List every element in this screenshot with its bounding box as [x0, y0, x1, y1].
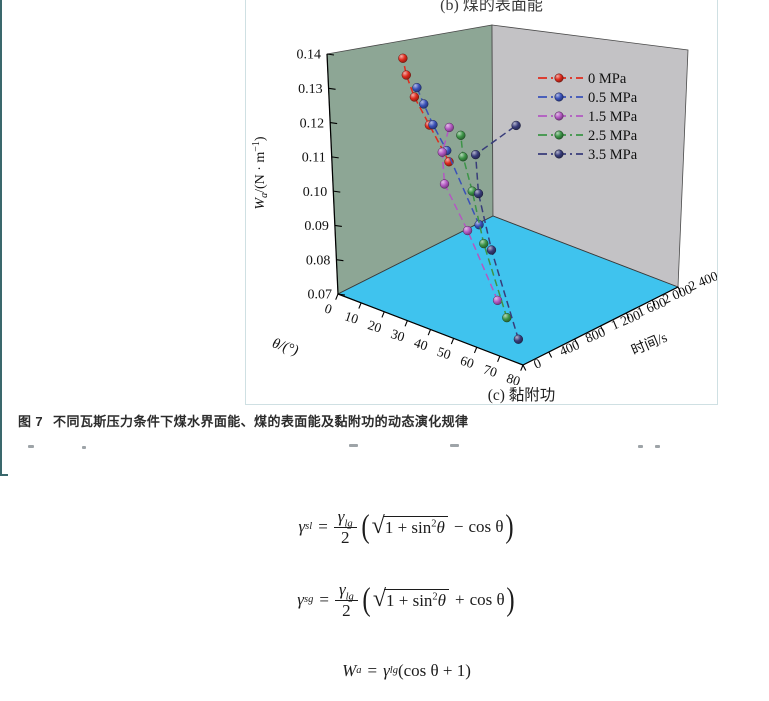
svg-text:10: 10 [343, 308, 361, 327]
svg-text:70: 70 [482, 362, 500, 381]
data-point [439, 179, 450, 189]
svg-text:θ/(°): θ/(°) [270, 335, 300, 358]
svg-text:400: 400 [557, 337, 582, 359]
figure-number: 图 7 [18, 414, 44, 429]
svg-text:0.11: 0.11 [302, 151, 326, 166]
svg-text:0.13: 0.13 [298, 82, 323, 97]
legend-marker [554, 149, 564, 159]
legend-marker [554, 111, 564, 121]
data-point [492, 295, 503, 306]
legend-label: 3.5 MPa [588, 147, 638, 163]
svg-text:0.10: 0.10 [303, 185, 328, 200]
series-2.5-MPa [456, 130, 512, 323]
radical-sign: √ [371, 513, 385, 540]
radical: √ 1 + sin2θ [371, 513, 448, 540]
svg-text:2 400: 2 400 [686, 268, 717, 294]
svg-text:时间/s: 时间/s [629, 330, 670, 359]
clipped-line-fragment [349, 444, 358, 447]
data-point [398, 53, 408, 63]
fraction: γlg 2 [333, 507, 357, 547]
data-point [456, 130, 466, 140]
series-0.5-MPa [412, 82, 484, 230]
legend: 0 MPa 0.5 MPa 1.5 MPa 2.5 MPa 3.5 MPa [538, 71, 638, 163]
clipped-line-fragment [450, 444, 459, 447]
data-point [486, 245, 497, 255]
data-point [470, 149, 481, 160]
equation-gamma-sl: γ sl = γlg 2 ( √ 1 + sin2θ − cos θ ) [298, 507, 514, 547]
data-point [419, 99, 429, 109]
eq-lhs: γ [297, 590, 304, 610]
data-point [462, 225, 473, 236]
data-point [437, 147, 447, 157]
svg-text:0.14: 0.14 [297, 48, 322, 63]
z-axis-ticks: 0.07 0.08 0.09 0.10 0.11 0.12 0.13 0.14 [297, 48, 346, 303]
data-point [401, 70, 411, 80]
eq-lhs: W [342, 661, 357, 680]
svg-text:0.08: 0.08 [306, 253, 331, 268]
data-point [412, 82, 422, 93]
fraction: γlg 2 [334, 580, 358, 620]
figure-caption-text: 不同瓦斯压力条件下煤水界面能、煤的表面能及黏附功的动态演化规律 [53, 414, 469, 429]
legend-label: 0 MPa [588, 71, 627, 87]
data-point [473, 188, 484, 199]
clipped-line-fragment [638, 445, 643, 448]
data-point [479, 238, 489, 249]
data-point [428, 120, 438, 130]
svg-text:40: 40 [412, 335, 430, 354]
series-1.5-MPa [437, 122, 503, 306]
data-point [513, 334, 524, 344]
clipped-line-fragment [28, 445, 34, 448]
legend-label: 1.5 MPa [588, 109, 638, 125]
figure-caption: 图 7 不同瓦斯压力条件下煤水界面能、煤的表面能及黏附功的动态演化规律 [18, 411, 758, 430]
svg-text:0: 0 [531, 355, 543, 372]
radical: √ 1 + sin2θ [372, 586, 450, 613]
eq-lhs: γ [298, 517, 306, 537]
svg-text:60: 60 [458, 353, 476, 372]
legend-label: 0.5 MPa [588, 90, 638, 106]
svg-text:0.12: 0.12 [300, 116, 325, 131]
theta-axis-ticks: 0 10 20 30 40 50 60 70 80 [323, 293, 524, 385]
subfigure-c-caption: (c) 黏附功 [487, 387, 556, 404]
left-margin-rule-foot [0, 474, 8, 476]
svg-text:20: 20 [366, 317, 384, 336]
equation-gamma-sg: γ sg = γlg 2 ( √ 1 + sin2θ + cos θ ) [297, 580, 515, 620]
svg-text:800: 800 [583, 324, 608, 346]
series-3.5-MPa [470, 120, 524, 344]
clipped-line-fragment [82, 446, 86, 449]
clipped-line-fragment [655, 445, 660, 448]
svg-text:30: 30 [389, 326, 407, 345]
data-point [502, 312, 512, 323]
svg-text:Wa/(N · m−1): Wa/(N · m−1) [251, 136, 270, 210]
legend-marker [554, 130, 564, 140]
figure-panel: (b) 煤的表面能 0.07 0.08 0.09 0.10 0.11 0.12 0.13 0.… [245, 0, 718, 405]
data-point [444, 122, 454, 133]
svg-text:80: 80 [505, 371, 523, 385]
svg-text:0.09: 0.09 [304, 219, 329, 234]
left-margin-rule [0, 0, 2, 476]
svg-text:50: 50 [435, 344, 453, 363]
data-point [409, 92, 420, 102]
3d-adhesion-work-plot: 0.07 0.08 0.09 0.10 0.11 0.12 0.13 0.14 0 10 20 30 4… [251, 24, 717, 385]
legend-label: 2.5 MPa [588, 128, 638, 144]
svg-text:0.07: 0.07 [308, 288, 333, 303]
data-point [511, 120, 521, 131]
legend-marker [554, 92, 564, 102]
plot-walls [326, 24, 689, 366]
radical-sign: √ [372, 586, 386, 613]
legend-marker [554, 73, 564, 83]
data-point [458, 152, 468, 162]
subfigure-b-caption: (b) 煤的表面能 [440, 0, 543, 14]
svg-text:0: 0 [323, 301, 334, 317]
